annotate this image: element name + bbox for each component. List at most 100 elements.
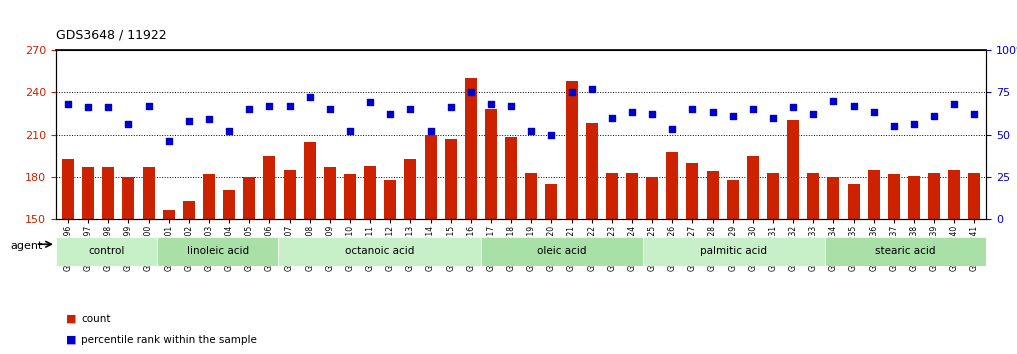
Point: [644, 111, 660, 117]
FancyBboxPatch shape: [481, 237, 643, 266]
Bar: [364, 166, 376, 354]
Bar: [968, 173, 980, 354]
Point: [604, 115, 620, 120]
Bar: [505, 137, 518, 354]
Point: [80, 104, 97, 110]
Point: [926, 113, 943, 119]
Bar: [807, 173, 820, 354]
FancyBboxPatch shape: [56, 237, 157, 266]
Bar: [625, 173, 638, 354]
Bar: [243, 177, 255, 354]
Text: GDS3648 / 11922: GDS3648 / 11922: [56, 28, 167, 41]
Point: [785, 104, 801, 110]
Point: [523, 128, 539, 134]
FancyBboxPatch shape: [825, 237, 986, 266]
Bar: [82, 167, 95, 354]
Point: [563, 89, 580, 95]
Text: agent: agent: [10, 241, 43, 251]
Bar: [908, 176, 920, 354]
Point: [906, 121, 922, 127]
Bar: [746, 156, 759, 354]
Point: [584, 86, 600, 91]
Point: [321, 106, 338, 112]
Point: [60, 101, 76, 107]
Point: [282, 103, 298, 108]
Bar: [929, 173, 940, 354]
Text: palmitic acid: palmitic acid: [700, 246, 767, 256]
Point: [342, 128, 358, 134]
Bar: [142, 167, 155, 354]
Bar: [223, 190, 235, 354]
Bar: [847, 184, 859, 354]
Bar: [304, 142, 315, 354]
Point: [744, 106, 761, 112]
Text: linoleic acid: linoleic acid: [187, 246, 249, 256]
Text: count: count: [81, 314, 111, 324]
Point: [865, 110, 882, 115]
Point: [442, 104, 459, 110]
Point: [221, 128, 237, 134]
Point: [201, 116, 218, 122]
Bar: [444, 139, 457, 354]
Point: [664, 127, 680, 132]
Point: [161, 138, 177, 144]
Point: [100, 104, 116, 110]
Bar: [948, 170, 960, 354]
Text: ■: ■: [66, 335, 76, 345]
Bar: [163, 210, 175, 354]
Point: [825, 98, 841, 103]
Point: [463, 89, 479, 95]
Text: ■: ■: [66, 314, 76, 324]
Bar: [686, 163, 699, 354]
Point: [966, 111, 982, 117]
Point: [382, 111, 399, 117]
Point: [684, 106, 701, 112]
Bar: [666, 152, 678, 354]
Bar: [485, 109, 497, 354]
Point: [623, 110, 640, 115]
Bar: [606, 173, 618, 354]
Point: [140, 103, 157, 108]
Bar: [62, 159, 74, 354]
Bar: [103, 167, 114, 354]
Bar: [183, 201, 195, 354]
Point: [805, 111, 822, 117]
Bar: [203, 174, 215, 354]
Point: [503, 103, 520, 108]
Point: [181, 118, 197, 124]
FancyBboxPatch shape: [643, 237, 825, 266]
Bar: [525, 173, 537, 354]
Text: control: control: [88, 246, 125, 256]
Bar: [767, 173, 779, 354]
Bar: [465, 78, 477, 354]
Text: percentile rank within the sample: percentile rank within the sample: [81, 335, 257, 345]
Bar: [323, 167, 336, 354]
Bar: [868, 170, 880, 354]
Point: [362, 99, 378, 105]
Bar: [888, 174, 900, 354]
Bar: [284, 170, 296, 354]
Point: [422, 128, 438, 134]
Bar: [646, 177, 658, 354]
Point: [483, 101, 499, 107]
Text: stearic acid: stearic acid: [876, 246, 936, 256]
Bar: [344, 174, 356, 354]
Bar: [384, 180, 397, 354]
Text: oleic acid: oleic acid: [537, 246, 587, 256]
Bar: [707, 171, 719, 354]
Point: [302, 94, 318, 100]
Bar: [787, 120, 799, 354]
Point: [543, 132, 559, 137]
Point: [241, 106, 257, 112]
Point: [403, 106, 419, 112]
Point: [261, 103, 278, 108]
Bar: [828, 177, 839, 354]
Point: [120, 121, 136, 127]
FancyBboxPatch shape: [279, 237, 481, 266]
Point: [886, 123, 902, 129]
Point: [705, 110, 721, 115]
Point: [845, 103, 861, 108]
FancyBboxPatch shape: [157, 237, 279, 266]
Bar: [586, 123, 598, 354]
Point: [765, 115, 781, 120]
